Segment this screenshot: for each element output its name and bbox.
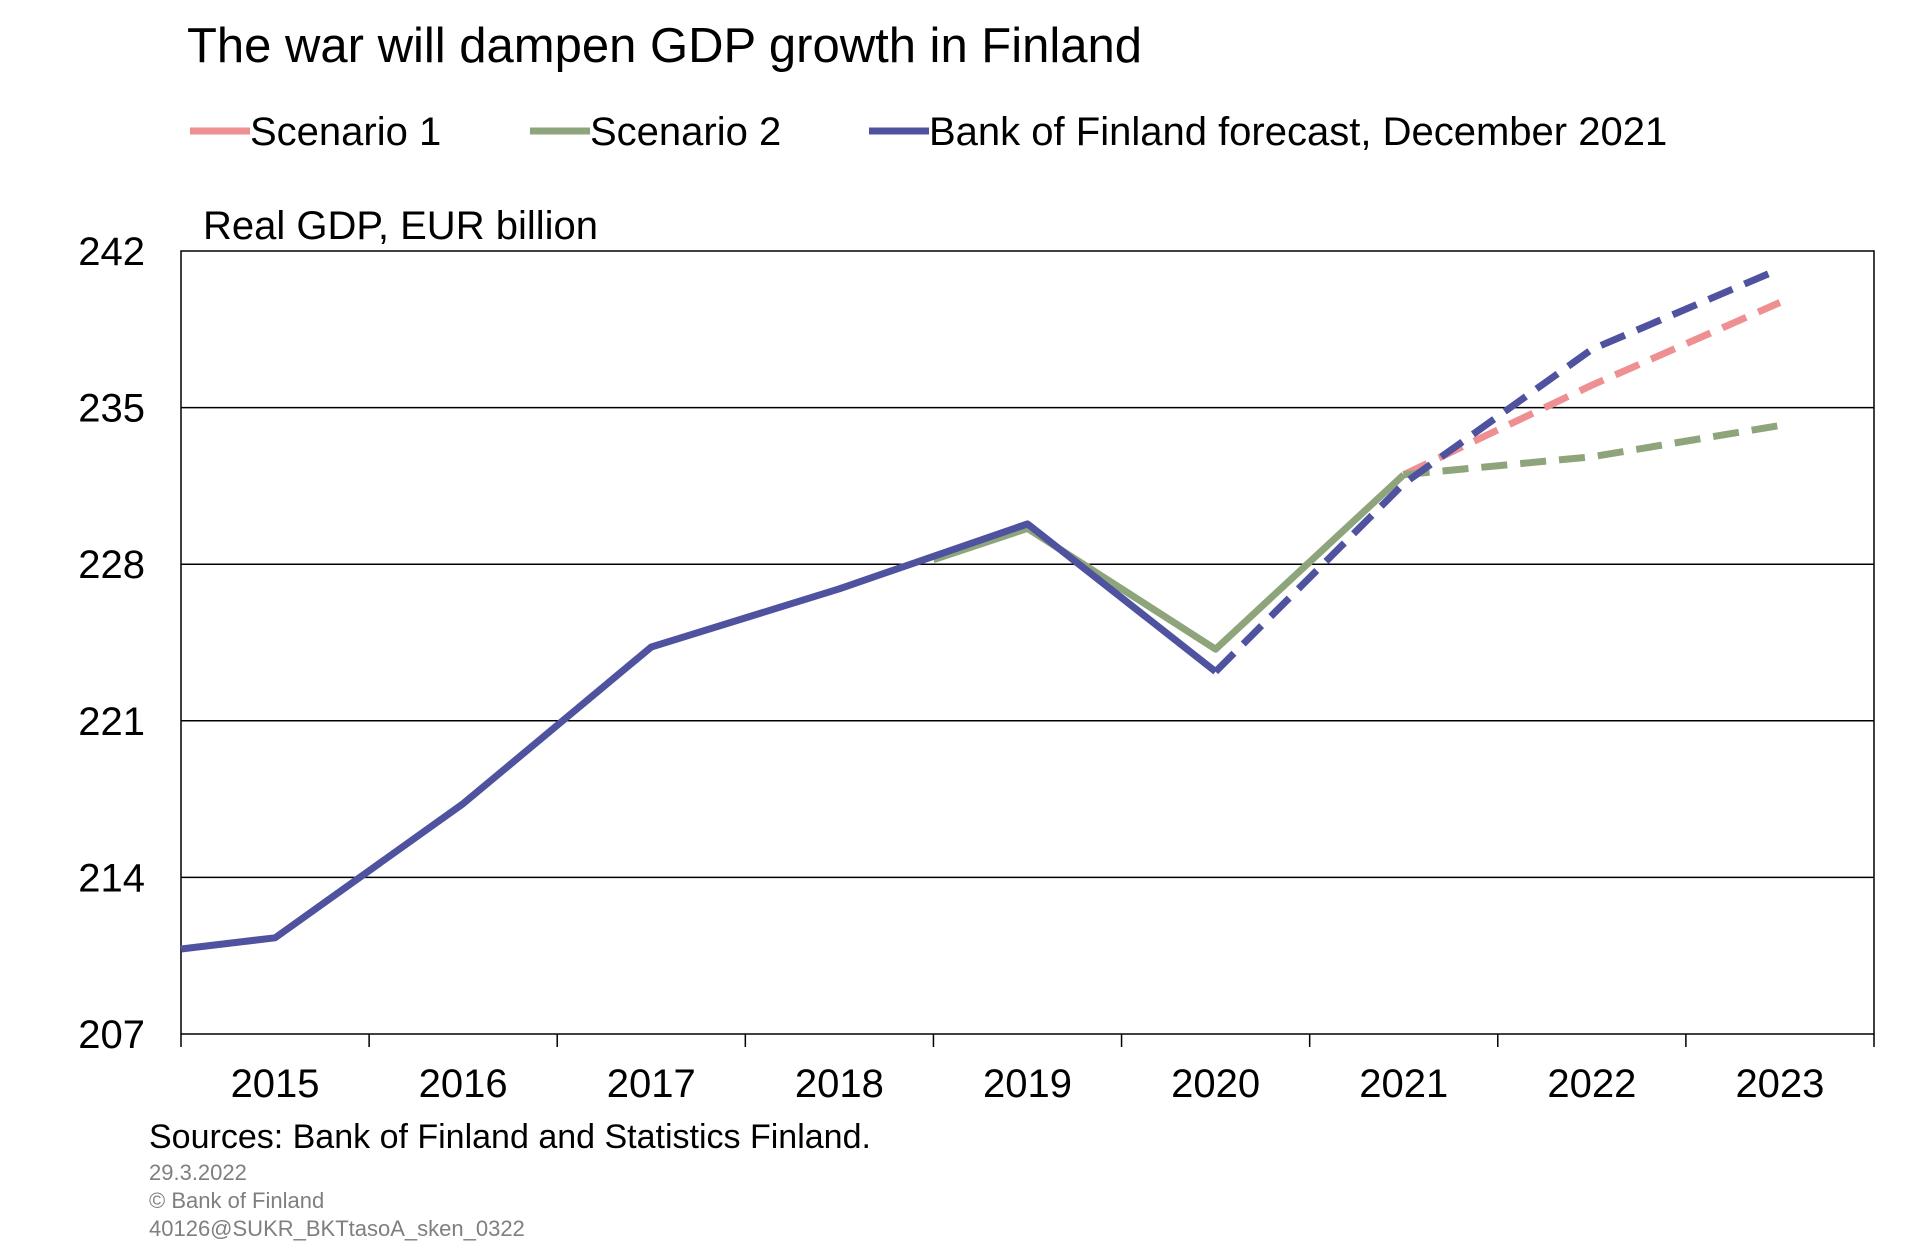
x-tick-label-2017: 2017 — [607, 1062, 696, 1106]
y-tick-label-214: 214 — [78, 856, 145, 900]
legend-item-scenario-1: Scenario 1 — [190, 110, 441, 154]
data-series — [180, 265, 1782, 953]
y-tick-label-235: 235 — [78, 387, 145, 431]
y-tick-label-221: 221 — [78, 700, 145, 744]
series-forecast-line-bank-of-finland-forecast-december-2021 — [1213, 265, 1782, 675]
y-tick-label-207: 207 — [78, 1013, 145, 1057]
x-tick-label-2021: 2021 — [1359, 1062, 1448, 1106]
x-tick-label-2020: 2020 — [1171, 1062, 1260, 1106]
legend-label-scenario-1: Scenario 1 — [250, 110, 441, 154]
y-axis-unit-label: Real GDP, EUR billion — [203, 204, 598, 248]
gridlines — [181, 406, 1874, 879]
y-tick-label-228: 228 — [78, 543, 145, 587]
series-line-bank-of-finland-forecast-december-2021 — [180, 520, 1218, 953]
x-tick-label-2016: 2016 — [419, 1062, 508, 1106]
legend-item-scenario-2: Scenario 2 — [530, 110, 781, 154]
x-tick-label-2023: 2023 — [1735, 1062, 1824, 1106]
y-axis-ticks: 242 235 228 221 214 207 — [78, 230, 145, 1057]
x-tick-label-2022: 2022 — [1547, 1062, 1636, 1106]
chart-code: 40126@SUKR_BKTtasoA_sken_0322 — [149, 1216, 525, 1241]
chart-title: The war will dampen GDP growth in Finlan… — [187, 19, 1142, 73]
series-forecast-line-scenario-2 — [1403, 422, 1781, 479]
x-tick-label-2019: 2019 — [983, 1062, 1072, 1106]
x-tick-label-2015: 2015 — [231, 1062, 320, 1106]
publication-date: 29.3.2022 — [149, 1160, 247, 1185]
series-forecast-line-scenario-1 — [1402, 299, 1782, 478]
legend-label-bof-forecast: Bank of Finland forecast, December 2021 — [929, 110, 1667, 154]
x-tick-label-2018: 2018 — [795, 1062, 884, 1106]
legend-label-scenario-2: Scenario 2 — [590, 110, 781, 154]
legend: Scenario 1 Scenario 2 Bank of Finland fo… — [190, 110, 1667, 154]
copyright-note: © Bank of Finland — [149, 1188, 324, 1213]
legend-item-bof-forecast: Bank of Finland forecast, December 2021 — [869, 110, 1667, 154]
x-axis-ticks: 2015 2016 2017 2018 2019 2020 2021 2022 2023 — [180, 1034, 1875, 1106]
series-line-scenario-2 — [932, 472, 1407, 653]
plot-area-frame — [180, 250, 1875, 1035]
sources-note: Sources: Bank of Finland and Statistics … — [149, 1118, 871, 1156]
y-tick-label-242: 242 — [78, 230, 145, 274]
